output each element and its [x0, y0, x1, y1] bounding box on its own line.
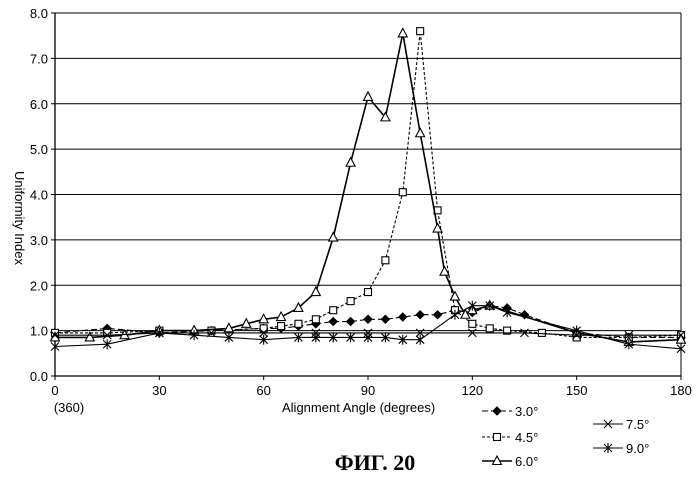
y-tick-label: 3.0 — [30, 233, 48, 248]
legend-item: 3.0° — [482, 404, 538, 419]
figure-caption: ФИГ. 20 — [335, 450, 416, 475]
x-tick-label: 90 — [361, 383, 375, 398]
legend: 3.0° 4.5° 6.0° 7.5° 9.0° — [482, 404, 649, 469]
marker-square — [330, 307, 337, 314]
legend-item: 6.0° — [482, 454, 538, 469]
marker-triangle — [329, 233, 338, 242]
x-tick-label: 180 — [670, 383, 692, 398]
series-4-5- — [52, 28, 685, 341]
x-tick-label: 120 — [461, 383, 483, 398]
marker-triangle — [416, 128, 425, 137]
series-9-0- — [51, 301, 685, 354]
marker-diamond — [434, 311, 442, 319]
x-axis-label: Alignment Angle (degrees) — [282, 400, 435, 415]
marker-square — [417, 28, 424, 35]
x-tick-label: 0 — [51, 383, 58, 398]
y-tick-label: 1.0 — [30, 324, 48, 339]
marker-square — [347, 298, 354, 305]
y-tick-label: 0.0 — [30, 369, 48, 384]
marker-diamond — [364, 315, 372, 323]
marker-square — [278, 323, 285, 330]
y-tick-label: 5.0 — [30, 142, 48, 157]
marker-square — [365, 289, 372, 296]
y-tick-label: 4.0 — [30, 188, 48, 203]
marker-square — [486, 325, 493, 332]
data-series — [51, 28, 686, 354]
x-tick-sublabel: (360) — [54, 400, 84, 415]
legend-label: 7.5° — [626, 417, 649, 432]
marker-triangle — [311, 287, 320, 296]
x-tick-label: 30 — [152, 383, 166, 398]
marker-diamond — [347, 318, 355, 326]
marker-square — [295, 320, 302, 327]
y-tick-label: 8.0 — [30, 6, 48, 21]
marker-diamond — [493, 407, 501, 415]
legend-label: 9.0° — [626, 441, 649, 456]
legend-item: 9.0° — [593, 441, 649, 456]
y-tick-label: 2.0 — [30, 278, 48, 293]
marker-square — [469, 320, 476, 327]
legend-label: 6.0° — [515, 454, 538, 469]
marker-diamond — [329, 318, 337, 326]
marker-asterisk — [451, 310, 459, 320]
marker-square — [494, 434, 501, 441]
y-axis-ticks: 0.0 1.0 2.0 3.0 4.0 5.0 6.0 7.0 8.0 — [30, 6, 55, 384]
marker-triangle — [346, 158, 355, 167]
series-6-0- — [51, 28, 686, 345]
legend-label: 4.5° — [515, 430, 538, 445]
marker-square — [538, 329, 545, 336]
legend-item: 4.5° — [482, 430, 538, 445]
y-tick-label: 6.0 — [30, 97, 48, 112]
marker-square — [399, 189, 406, 196]
legend-label: 3.0° — [515, 404, 538, 419]
marker-diamond — [381, 315, 389, 323]
marker-square — [312, 316, 319, 323]
y-axis-label: Uniformity Index — [12, 171, 27, 265]
marker-triangle — [364, 92, 373, 101]
y-tick-label: 7.0 — [30, 51, 48, 66]
x-tick-label: 150 — [566, 383, 588, 398]
legend-item: 7.5° — [593, 417, 649, 432]
marker-triangle — [398, 28, 407, 37]
marker-diamond — [416, 311, 424, 319]
marker-square — [382, 257, 389, 264]
marker-diamond — [399, 313, 407, 321]
x-tick-label: 60 — [256, 383, 270, 398]
